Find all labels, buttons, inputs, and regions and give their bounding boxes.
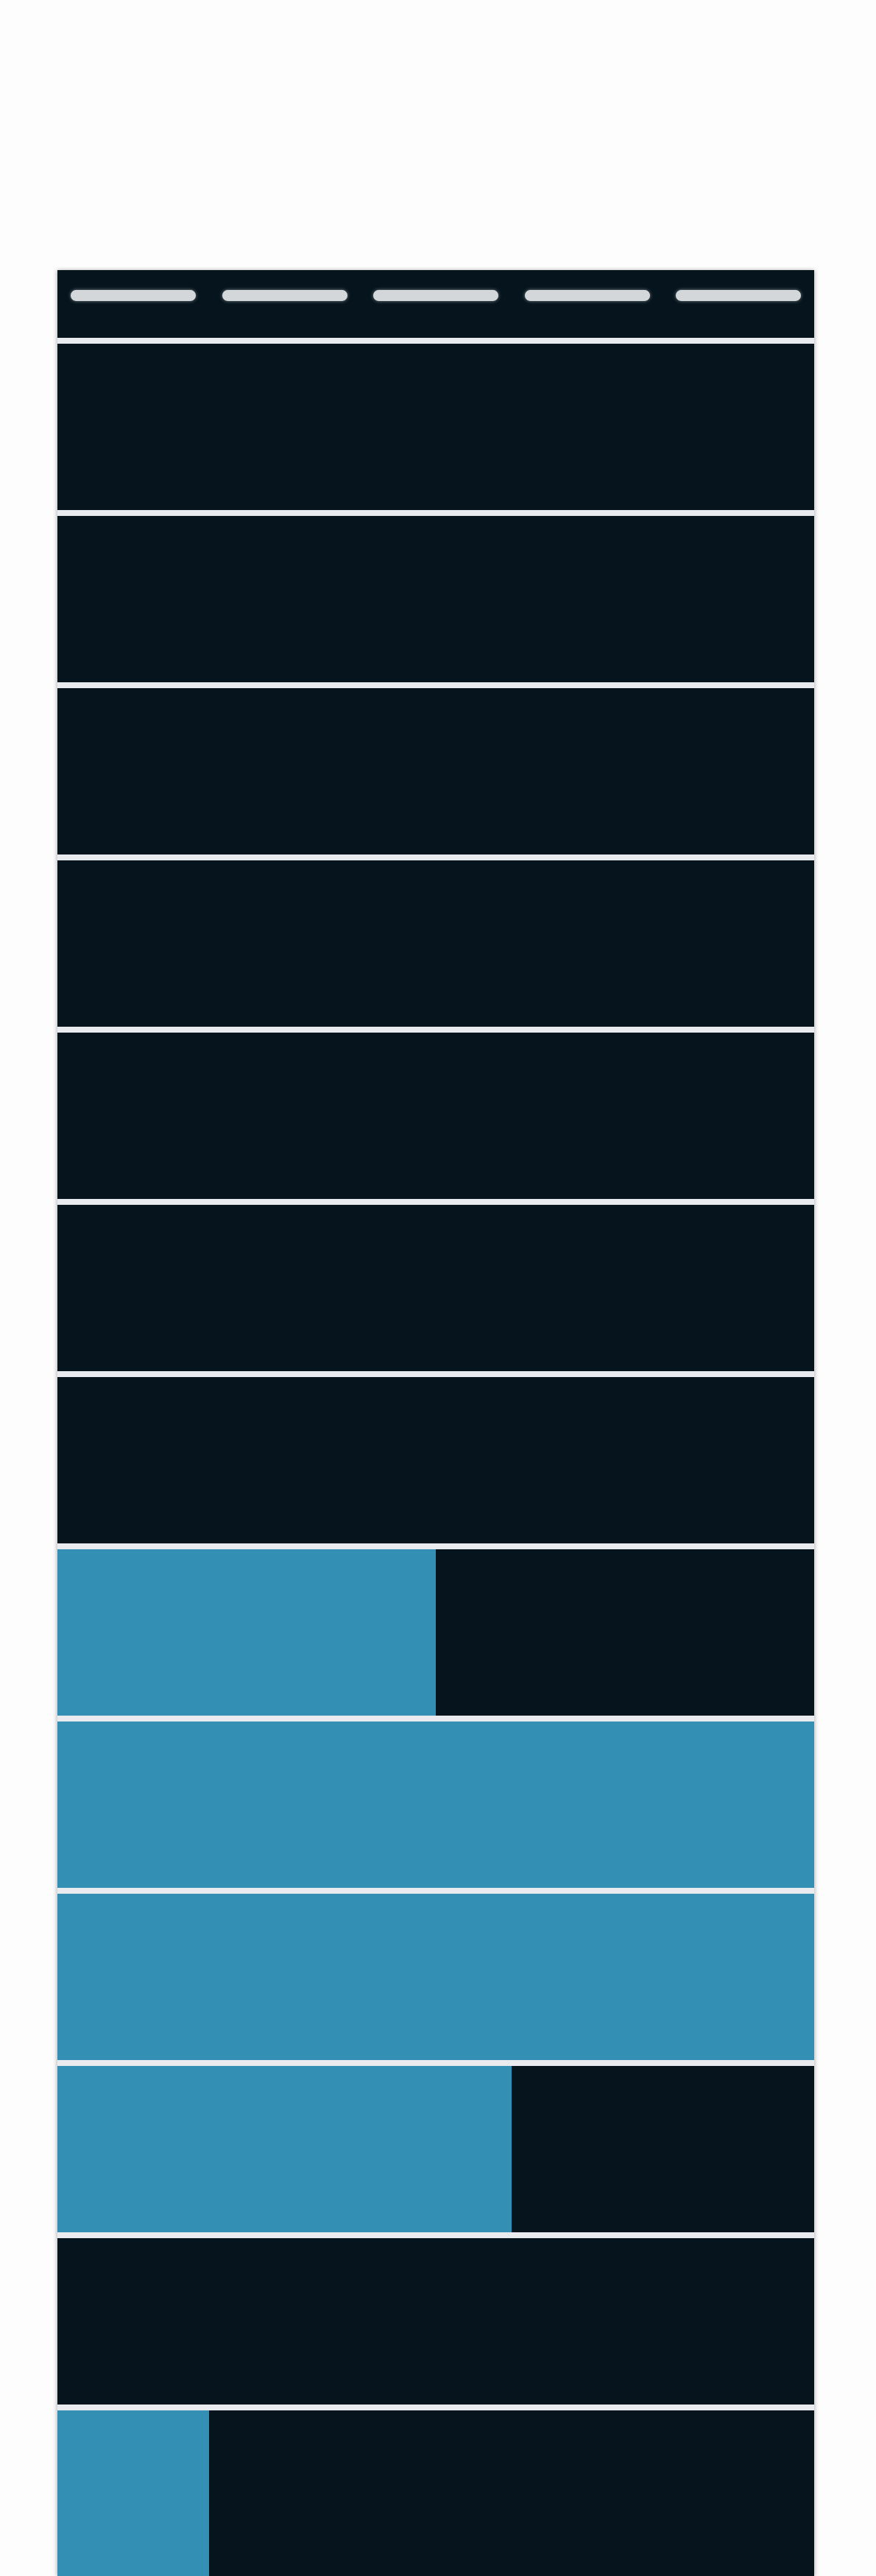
meter-fill — [57, 2066, 512, 2232]
meter-row — [57, 860, 814, 1027]
meter-row — [57, 1377, 814, 1543]
meter-row — [57, 2238, 814, 2405]
meter-fill — [57, 1549, 436, 1716]
segmented-level-meter — [57, 270, 814, 2576]
header-tick-mark — [222, 290, 347, 301]
meter-row — [57, 1549, 814, 1716]
meter-header — [57, 270, 814, 338]
meter-row — [57, 2410, 814, 2576]
meter-row — [57, 1722, 814, 1888]
meter-row — [57, 1894, 814, 2060]
meter-row — [57, 516, 814, 682]
meter-row — [57, 688, 814, 854]
meter-row — [57, 344, 814, 510]
header-tick-mark — [373, 290, 498, 301]
meter-fill — [57, 2410, 209, 2576]
meter-row — [57, 1033, 814, 1199]
header-tick-mark — [71, 290, 196, 301]
header-tick-mark — [676, 290, 801, 301]
meter-row — [57, 1205, 814, 1371]
header-tick-mark — [524, 290, 650, 301]
meter-row — [57, 2066, 814, 2232]
meter-fill — [57, 1722, 814, 1888]
meter-fill — [57, 1894, 814, 2060]
